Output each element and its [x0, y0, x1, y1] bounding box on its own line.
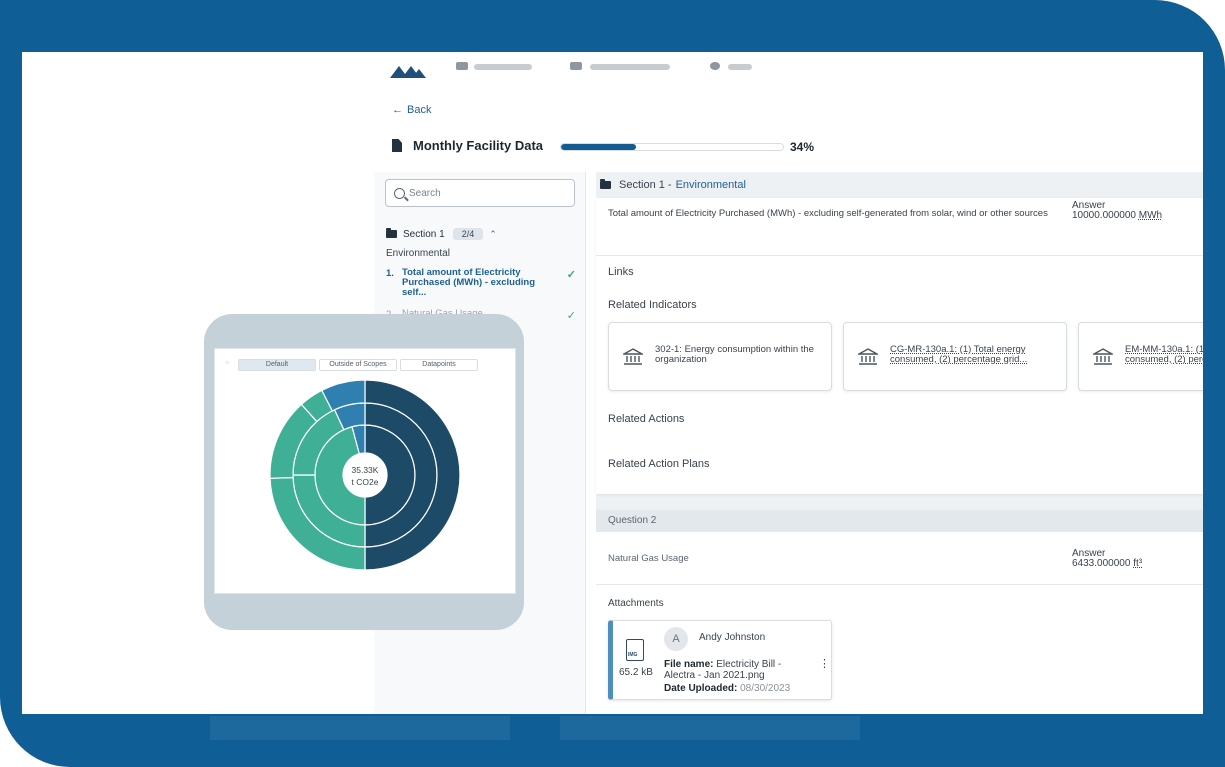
nav-item[interactable]	[728, 64, 752, 70]
question-1-text: Total amount of Electricity Purchased (M…	[608, 208, 1048, 219]
search-placeholder: Search	[409, 187, 441, 199]
section-header-name: Environmental	[675, 179, 746, 191]
folder-icon	[600, 179, 611, 189]
tab-default[interactable]: Default	[238, 359, 316, 371]
back-label: Back	[407, 104, 432, 116]
section-progress-badge: 2/4	[452, 228, 484, 240]
file-name-value: Electricity Bill - Alectra - Jan 2021.pn…	[664, 659, 782, 681]
answer-number: 10000.000000	[1072, 210, 1136, 221]
section-name: Environmental	[386, 248, 450, 259]
uploader-name: Andy Johnston	[699, 632, 766, 643]
answer-unit: ft³	[1133, 558, 1143, 569]
upload-date: Date Uploaded: 08/30/2023	[664, 683, 790, 694]
app-window: ← Back Monthly Facility Data 34% Search …	[374, 52, 1203, 714]
question-label: Total amount of Electricity Purchased (M…	[402, 267, 536, 298]
indicator-link[interactable]: CG-MR-130a.1: (1) Total energy consumed,…	[890, 344, 1028, 365]
divider	[596, 255, 1203, 256]
file-size: 65.2 kB	[619, 667, 653, 678]
frame-decoration	[210, 716, 510, 740]
toggle-icon[interactable]: ○	[225, 360, 229, 366]
chart-panel: ○ Default Outside of Scopes Datapoints 3…	[214, 348, 516, 594]
answer-value: 6433.000000 ft³	[1072, 558, 1142, 569]
chart-tabs: ○ Default Outside of Scopes Datapoints	[219, 359, 478, 371]
answer-label: Answer	[1072, 200, 1106, 211]
date-label: Date Uploaded:	[664, 683, 738, 694]
related-actions-label: Related Actions	[608, 413, 685, 425]
section-header-label: Section 1 -	[619, 179, 672, 191]
chevron-up-icon[interactable]: ⌃	[489, 228, 497, 239]
page-header: Monthly Facility Data	[392, 138, 543, 153]
search-icon	[394, 187, 405, 199]
attachments-label: Attachments	[608, 598, 664, 609]
top-navigation	[374, 52, 1203, 84]
nav-item[interactable]	[590, 64, 670, 70]
nav-item[interactable]	[474, 64, 532, 70]
logo-icon	[390, 66, 426, 78]
answer-value: 10000.000000 MWh	[1072, 210, 1162, 221]
folder-icon	[386, 228, 397, 238]
check-icon: ✓	[566, 269, 576, 281]
sunburst-segment[interactable]	[364, 379, 461, 571]
question-label: Natural Gas Usage	[402, 309, 560, 320]
file-name-label: File name:	[664, 659, 714, 670]
file-type: IMG	[628, 652, 638, 658]
image-file-icon: IMG	[626, 639, 644, 661]
sunburst-segment[interactable]	[321, 379, 366, 412]
sidebar-question-1[interactable]: 1. Total amount of Electricity Purchased…	[386, 268, 576, 298]
indicator-card[interactable]: CG-MR-130a.1: (1) Total energy consumed,…	[843, 322, 1067, 391]
emissions-chart-card: ○ Default Outside of Scopes Datapoints 3…	[204, 314, 524, 630]
question-number: 1.	[386, 268, 394, 279]
answer-number: 6433.000000	[1072, 558, 1131, 569]
institution-icon	[623, 348, 643, 365]
answer-label: Answer	[1072, 548, 1106, 559]
screenshot-area: ← Back Monthly Facility Data 34% Search …	[22, 52, 1203, 714]
main-content: Section 1 - Environmental Total amount o…	[596, 172, 1203, 714]
check-icon: ✓	[566, 310, 576, 322]
indicator-card[interactable]: 302-1: Energy consumption within the org…	[608, 322, 832, 391]
tab-datapoints[interactable]: Datapoints	[400, 359, 478, 371]
question-1-card: Total amount of Electricity Purchased (M…	[596, 198, 1203, 494]
chart-center-unit: t CO2e	[352, 477, 379, 487]
frame-decoration	[560, 716, 860, 740]
file-name: File name: Electricity Bill - Alectra - …	[664, 659, 814, 681]
document-icon	[392, 139, 402, 152]
sidebar-section-header[interactable]: Section 1 2/4 ⌃	[386, 228, 497, 240]
nav-icon[interactable]	[456, 62, 468, 70]
arrow-left-icon: ←	[392, 104, 403, 116]
progress-fill	[561, 144, 637, 150]
indicator-link[interactable]: EM-MM-130a.1: (1) Total energy consumed,…	[1125, 344, 1203, 365]
institution-icon	[858, 348, 878, 365]
question-2-text: Natural Gas Usage	[608, 553, 689, 564]
answer-unit: MWh	[1138, 210, 1163, 221]
indicator-text: 302-1: Energy consumption within the org…	[655, 344, 814, 365]
section-header: Section 1 - Environmental	[596, 172, 1203, 198]
page-title: Monthly Facility Data	[413, 138, 544, 153]
question-2-card: Natural Gas Usage Answer 6433.000000 ft³…	[596, 532, 1203, 714]
institution-icon	[1093, 348, 1113, 365]
back-link[interactable]: ← Back	[392, 104, 431, 116]
links-label: Links	[608, 266, 634, 278]
section-label: Section 1	[403, 228, 445, 240]
progress-percent: 34%	[790, 140, 815, 154]
help-icon[interactable]	[710, 62, 720, 70]
more-options-icon[interactable]: ⋮	[819, 658, 830, 670]
date-value: 08/30/2023	[740, 683, 791, 694]
sunburst-chart: 35.33K t CO2e	[269, 379, 461, 571]
sunburst-center	[344, 454, 386, 496]
related-action-plans-label: Related Action Plans	[608, 458, 710, 470]
avatar: A	[664, 627, 688, 651]
nav-icon[interactable]	[570, 62, 582, 70]
indicator-card[interactable]: EM-MM-130a.1: (1) Total energy consumed,…	[1078, 322, 1203, 391]
progress-bar	[560, 143, 784, 151]
related-indicators-label: Related Indicators	[608, 299, 697, 311]
chart-center-value: 35.33K	[352, 465, 379, 475]
tab-outside-of-scopes[interactable]: Outside of Scopes	[319, 359, 397, 371]
divider	[596, 584, 1203, 585]
question-2-header: Question 2	[596, 510, 1203, 532]
attachment-card[interactable]: IMG 65.2 kB A Andy Johnston File name: E…	[608, 620, 832, 700]
search-input[interactable]: Search	[385, 179, 575, 207]
